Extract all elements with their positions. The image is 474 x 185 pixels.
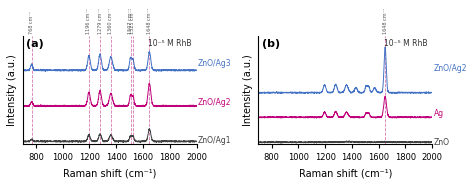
Text: 1360 cm⁻¹: 1360 cm⁻¹: [109, 8, 113, 34]
Text: 10⁻⁵ M RhB: 10⁻⁵ M RhB: [383, 39, 427, 48]
Text: ZnO/Ag2: ZnO/Ag2: [434, 64, 467, 73]
X-axis label: Raman shift (cm⁻¹): Raman shift (cm⁻¹): [299, 168, 392, 178]
Y-axis label: Intensity (a.u.): Intensity (a.u.): [243, 54, 253, 126]
Text: 1525 cm⁻¹: 1525 cm⁻¹: [130, 8, 136, 34]
Text: ZnO: ZnO: [434, 137, 450, 147]
Text: ZnO/Ag1: ZnO/Ag1: [198, 136, 231, 145]
Text: Ag: Ag: [434, 109, 444, 118]
Text: (b): (b): [262, 39, 280, 49]
Text: 1507 cm⁻¹: 1507 cm⁻¹: [128, 8, 133, 34]
Y-axis label: Intensity (a.u.): Intensity (a.u.): [7, 54, 17, 126]
Text: 1648 cm⁻¹: 1648 cm⁻¹: [147, 8, 152, 34]
Text: (a): (a): [26, 39, 44, 49]
Text: ZnO/Ag2: ZnO/Ag2: [198, 98, 231, 107]
Text: ZnO/Ag3: ZnO/Ag3: [198, 59, 232, 68]
Text: 1279 cm⁻¹: 1279 cm⁻¹: [98, 8, 102, 34]
Text: 1648 cm⁻¹: 1648 cm⁻¹: [383, 8, 388, 34]
Text: 10⁻⁵ M RhB: 10⁻⁵ M RhB: [148, 39, 191, 48]
Text: 1196 cm⁻¹: 1196 cm⁻¹: [86, 8, 91, 34]
Text: 768 cm⁻¹: 768 cm⁻¹: [29, 11, 34, 34]
X-axis label: Raman shift (cm⁻¹): Raman shift (cm⁻¹): [63, 168, 156, 178]
